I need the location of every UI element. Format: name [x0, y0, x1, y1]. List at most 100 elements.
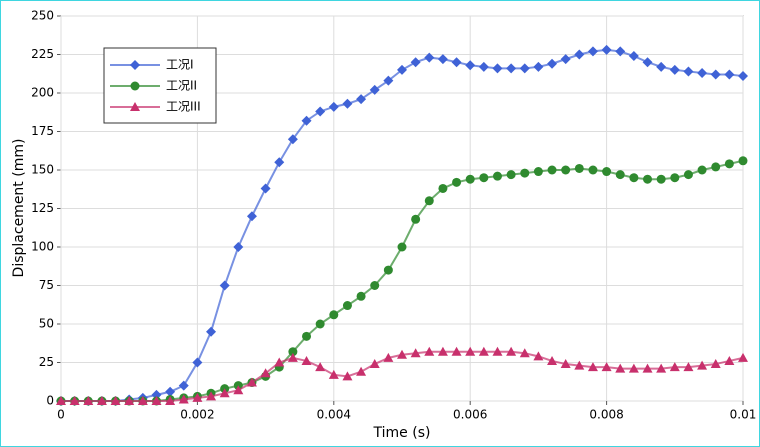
marker [342, 301, 352, 311]
marker [178, 394, 189, 404]
marker [246, 377, 257, 387]
marker [642, 363, 653, 373]
marker [506, 346, 517, 356]
marker [342, 371, 353, 381]
marker [520, 168, 530, 178]
marker [574, 49, 585, 60]
marker [628, 363, 639, 373]
legend-label: 工况III [166, 100, 201, 114]
y-tick-label: 25 [39, 355, 54, 369]
marker [178, 380, 189, 391]
marker [192, 392, 203, 402]
marker [643, 174, 653, 184]
marker [274, 157, 285, 168]
marker [410, 348, 421, 358]
marker [683, 170, 693, 180]
y-tick-label: 100 [31, 240, 54, 254]
marker [574, 163, 584, 173]
marker [437, 54, 448, 65]
marker [711, 162, 721, 172]
marker [287, 352, 298, 362]
y-tick-label: 150 [31, 163, 54, 177]
marker [437, 346, 448, 356]
marker [724, 159, 734, 169]
x-tick-label: 0.002 [180, 408, 214, 422]
marker [697, 67, 708, 78]
marker [302, 331, 312, 341]
marker [206, 326, 217, 337]
marker [587, 46, 598, 57]
marker [124, 396, 135, 405]
marker [465, 346, 476, 356]
marker [588, 165, 598, 175]
marker [683, 362, 694, 372]
marker [724, 69, 735, 80]
y-axis-title: Displacement (mm) [11, 139, 27, 278]
marker [724, 355, 735, 365]
legend-label: 工况II [166, 79, 197, 93]
marker [383, 265, 393, 275]
marker [452, 177, 462, 187]
marker [478, 61, 489, 72]
marker [287, 134, 298, 145]
legend-marker [130, 102, 140, 111]
marker [615, 46, 626, 57]
marker [383, 352, 394, 362]
marker [301, 115, 312, 126]
marker [274, 357, 285, 367]
marker [710, 69, 721, 80]
x-axis-title: Time (s) [373, 425, 431, 441]
x-tick-label: 0.006 [453, 408, 487, 422]
marker [356, 366, 367, 376]
marker [411, 214, 421, 224]
marker [69, 396, 80, 405]
marker [506, 170, 516, 180]
marker [219, 388, 230, 398]
marker [315, 319, 325, 329]
marker [615, 170, 625, 180]
marker [192, 357, 203, 368]
marker [561, 165, 571, 175]
marker [370, 281, 380, 290]
marker [96, 396, 107, 405]
marker [288, 347, 298, 357]
marker [547, 165, 557, 175]
marker [233, 242, 244, 252]
marker [410, 57, 421, 68]
marker [615, 363, 626, 373]
marker [369, 359, 380, 369]
marker [260, 368, 271, 378]
marker [683, 66, 694, 77]
y-tick-label: 50 [39, 317, 54, 331]
legend-marker [130, 60, 140, 70]
marker [383, 75, 394, 86]
marker [328, 369, 339, 379]
marker [560, 359, 571, 369]
y-tick-label: 200 [31, 86, 54, 100]
marker [478, 346, 489, 356]
x-tick-label: 0.004 [317, 408, 351, 422]
marker [233, 385, 244, 395]
marker [533, 351, 544, 361]
marker [110, 396, 121, 405]
marker [602, 167, 612, 177]
marker [315, 106, 326, 117]
marker [137, 396, 148, 405]
marker [397, 242, 407, 252]
marker [738, 352, 748, 362]
marker [492, 63, 503, 74]
marker [587, 362, 598, 372]
marker [260, 183, 271, 194]
marker [547, 58, 558, 69]
legend-marker [130, 81, 140, 91]
marker [356, 94, 367, 105]
marker [451, 57, 462, 68]
marker [438, 183, 448, 193]
marker [329, 310, 339, 320]
marker [601, 44, 612, 55]
x-tick-label: 0.01 [730, 408, 757, 422]
marker [479, 173, 489, 183]
marker [424, 52, 435, 63]
